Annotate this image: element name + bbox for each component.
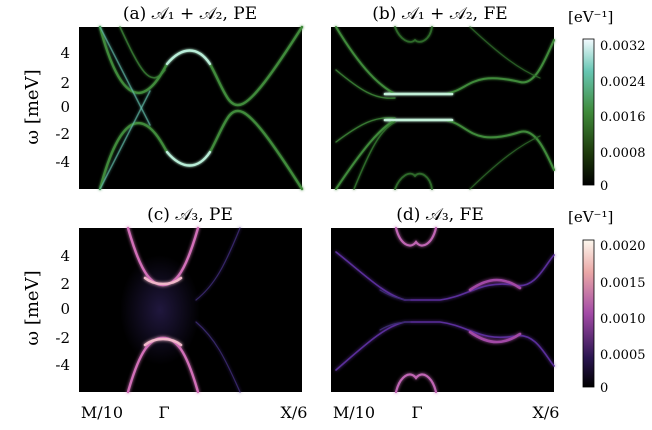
- colorbar-tick: 0: [600, 179, 608, 194]
- colorbar-tick: 0.0020: [600, 239, 646, 254]
- band-upper-min: [143, 276, 183, 286]
- band-top-cusp: [394, 26, 433, 43]
- band-lower-bright: [468, 330, 522, 344]
- panel-d-title: (d) 𝒜₃, FE: [396, 205, 483, 225]
- band-faint: [195, 227, 241, 301]
- ytick-label: -4: [55, 356, 70, 374]
- panel-c-halo: [120, 255, 200, 365]
- ytick-label: 0: [60, 98, 70, 116]
- band-lower-max: [143, 337, 183, 347]
- band-faint: [379, 321, 411, 331]
- band-side: [353, 121, 396, 190]
- panel-b-background: [331, 27, 554, 189]
- y-axis-label-bottom: ω [meV]: [22, 270, 43, 345]
- band-bottom-cusp: [394, 373, 438, 394]
- colorbar-tick: 0.0008: [600, 146, 646, 161]
- band-side: [335, 117, 396, 143]
- colorbar-tick: 0.0010: [600, 312, 646, 327]
- ytick-label: -4: [55, 153, 70, 171]
- xtick-label: Γ: [411, 403, 422, 422]
- band-upper-shoulder: [119, 26, 166, 79]
- ytick-label: 0: [60, 300, 70, 318]
- colorbar-tick: 0.0024: [600, 75, 646, 90]
- band-side: [335, 69, 396, 99]
- ytick-label: -2: [55, 329, 70, 347]
- xtick-label: M/10: [333, 403, 375, 422]
- colorbar-tick: 0.0005: [600, 348, 646, 363]
- band-top-cusp: [394, 226, 438, 247]
- ytick-label: 4: [60, 247, 70, 265]
- panel-a-title: (a) 𝒜₁ + 𝒜₂, PE: [123, 4, 257, 24]
- y-axis-label-top: ω [meV]: [22, 69, 43, 144]
- panel-d: [331, 226, 555, 394]
- panel-a-background: [79, 27, 302, 189]
- band-lower: [335, 321, 555, 371]
- band-upper: [335, 251, 555, 301]
- colorbar-top-scale: [582, 38, 595, 186]
- band-faint: [195, 321, 241, 393]
- band-upper: [335, 26, 555, 95]
- ytick-label: 2: [60, 275, 70, 293]
- ytick-label: 4: [60, 44, 70, 62]
- band-lower: [335, 119, 555, 190]
- panel-b: [331, 26, 555, 190]
- band-upper-bright: [468, 278, 522, 292]
- panel-b-title: (b) 𝒜₁ + 𝒜₂, FE: [372, 4, 507, 24]
- band-lower-peak: [165, 150, 212, 167]
- colorbar-top: [eV⁻¹] 0.0032 0.0024 0.0016 0.0008 0: [568, 8, 646, 194]
- xtick-label: Γ: [158, 403, 169, 422]
- colorbar-bottom: [eV⁻¹] 0.0020 0.0015 0.0010 0.0005 0: [568, 208, 646, 396]
- colorbar-tick: 0.0032: [600, 39, 646, 54]
- xtick-label: M/10: [81, 403, 123, 422]
- band-upper-peak: [165, 49, 212, 66]
- panel-a: [79, 25, 304, 191]
- band-side: [469, 135, 541, 190]
- colorbar-tick: 0: [600, 381, 608, 396]
- colorbar-bottom-scale: [582, 239, 595, 388]
- panel-d-background: [331, 228, 554, 392]
- band-branch: [99, 90, 151, 190]
- panel-c-title: (c) 𝒜₃, PE: [147, 205, 233, 225]
- ytick-label: -2: [55, 125, 70, 143]
- xtick-label: X/6: [281, 403, 308, 422]
- panel-c: [79, 226, 302, 394]
- colorbar-bottom-unit: [eV⁻¹]: [568, 208, 613, 226]
- band-faint: [379, 289, 411, 301]
- colorbar-top-unit: [eV⁻¹]: [568, 8, 613, 26]
- colorbar-tick: 0.0016: [600, 110, 646, 125]
- colorbar-tick: 0.0015: [600, 276, 646, 291]
- band-bottom-cusp: [394, 172, 433, 190]
- band-side: [469, 26, 541, 79]
- ytick-label: 2: [60, 74, 70, 92]
- xtick-label: X/6: [533, 403, 560, 422]
